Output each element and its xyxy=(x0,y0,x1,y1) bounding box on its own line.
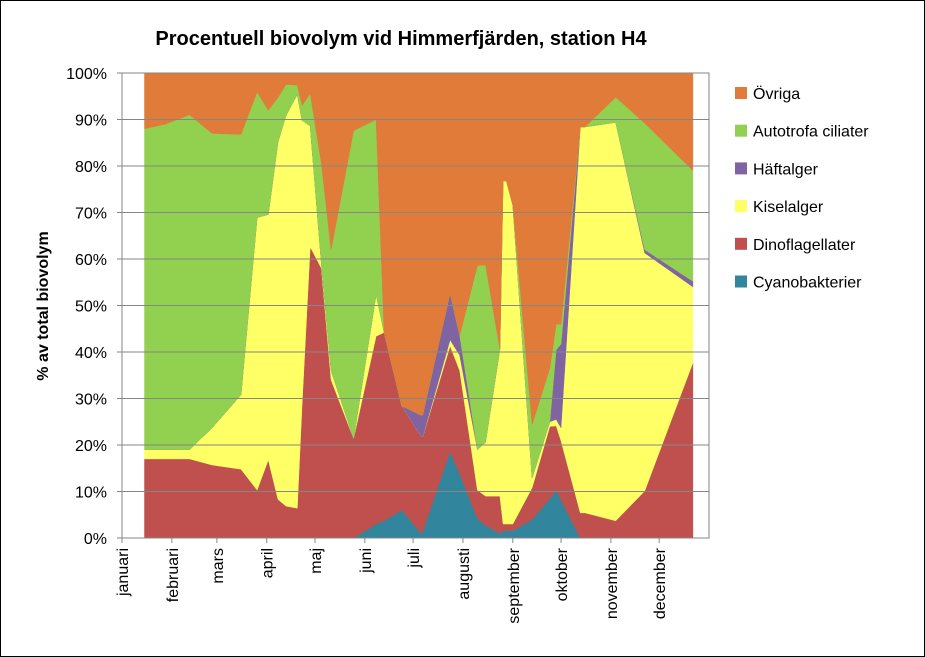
area-layer xyxy=(144,72,694,539)
x-axis-ticks: januari februari mars april maj juni juli augus… xyxy=(115,538,669,624)
y-tick-label: 60% xyxy=(75,252,107,269)
x-tick-label: februari xyxy=(165,548,182,602)
chart-title: Procentuell biovolym vid Himmerfjärden, … xyxy=(155,28,647,50)
x-tick-label: mars xyxy=(210,548,227,584)
legend-label-dinoflagellater: Dinoflagellater xyxy=(753,237,856,254)
legend-label-cyanobakterier: Cyanobakterier xyxy=(753,275,862,292)
legend-label-haftalger: Häftalger xyxy=(753,161,819,178)
legend-label-autotrofa-ciliater: Autotrofa ciliater xyxy=(753,124,869,141)
y-tick-label: 30% xyxy=(75,392,107,409)
y-tick-label: 80% xyxy=(75,159,107,176)
legend-swatch-haftalger xyxy=(735,162,747,175)
legend-label-ovriga: Övriga xyxy=(753,85,800,103)
x-tick-label: juni xyxy=(358,548,375,574)
legend-swatch-kiselalger xyxy=(735,200,747,213)
y-axis-ticks: 0% 10% 20% 30% 40% 50% 60% 70% 80% 90% 100% xyxy=(66,66,122,548)
legend-label-kiselalger: Kiselalger xyxy=(753,199,824,216)
x-tick-label: september xyxy=(506,547,523,623)
y-tick-label: 40% xyxy=(75,345,107,362)
x-tick-label: januari xyxy=(115,548,132,597)
x-tick-label: oktober xyxy=(554,547,571,601)
x-tick-label: maj xyxy=(308,548,325,574)
y-tick-label: 0% xyxy=(84,531,107,548)
x-tick-label: augusti xyxy=(456,548,473,600)
legend-swatch-ovriga xyxy=(735,87,747,99)
legend-swatch-autotrofa-ciliater xyxy=(735,124,747,137)
y-tick-label: 20% xyxy=(75,438,107,455)
grid-lines xyxy=(122,119,709,492)
y-tick-label: 70% xyxy=(75,206,107,223)
legend: Övriga Autotrofa ciliater Häftalger Kiselal… xyxy=(735,85,869,292)
y-tick-label: 90% xyxy=(75,113,107,130)
y-tick-label: 100% xyxy=(66,66,107,83)
y-tick-label: 10% xyxy=(75,485,107,502)
x-tick-label: juli xyxy=(406,548,423,569)
x-tick-label: november xyxy=(604,547,621,619)
legend-swatch-dinoflagellater xyxy=(735,237,747,250)
y-tick-label: 50% xyxy=(75,299,107,316)
y-axis-label: % av total biovolym xyxy=(35,231,52,380)
legend-swatch-cyanobakterier xyxy=(735,275,747,288)
x-tick-label: december xyxy=(652,547,669,619)
x-tick-label: april xyxy=(260,548,277,578)
